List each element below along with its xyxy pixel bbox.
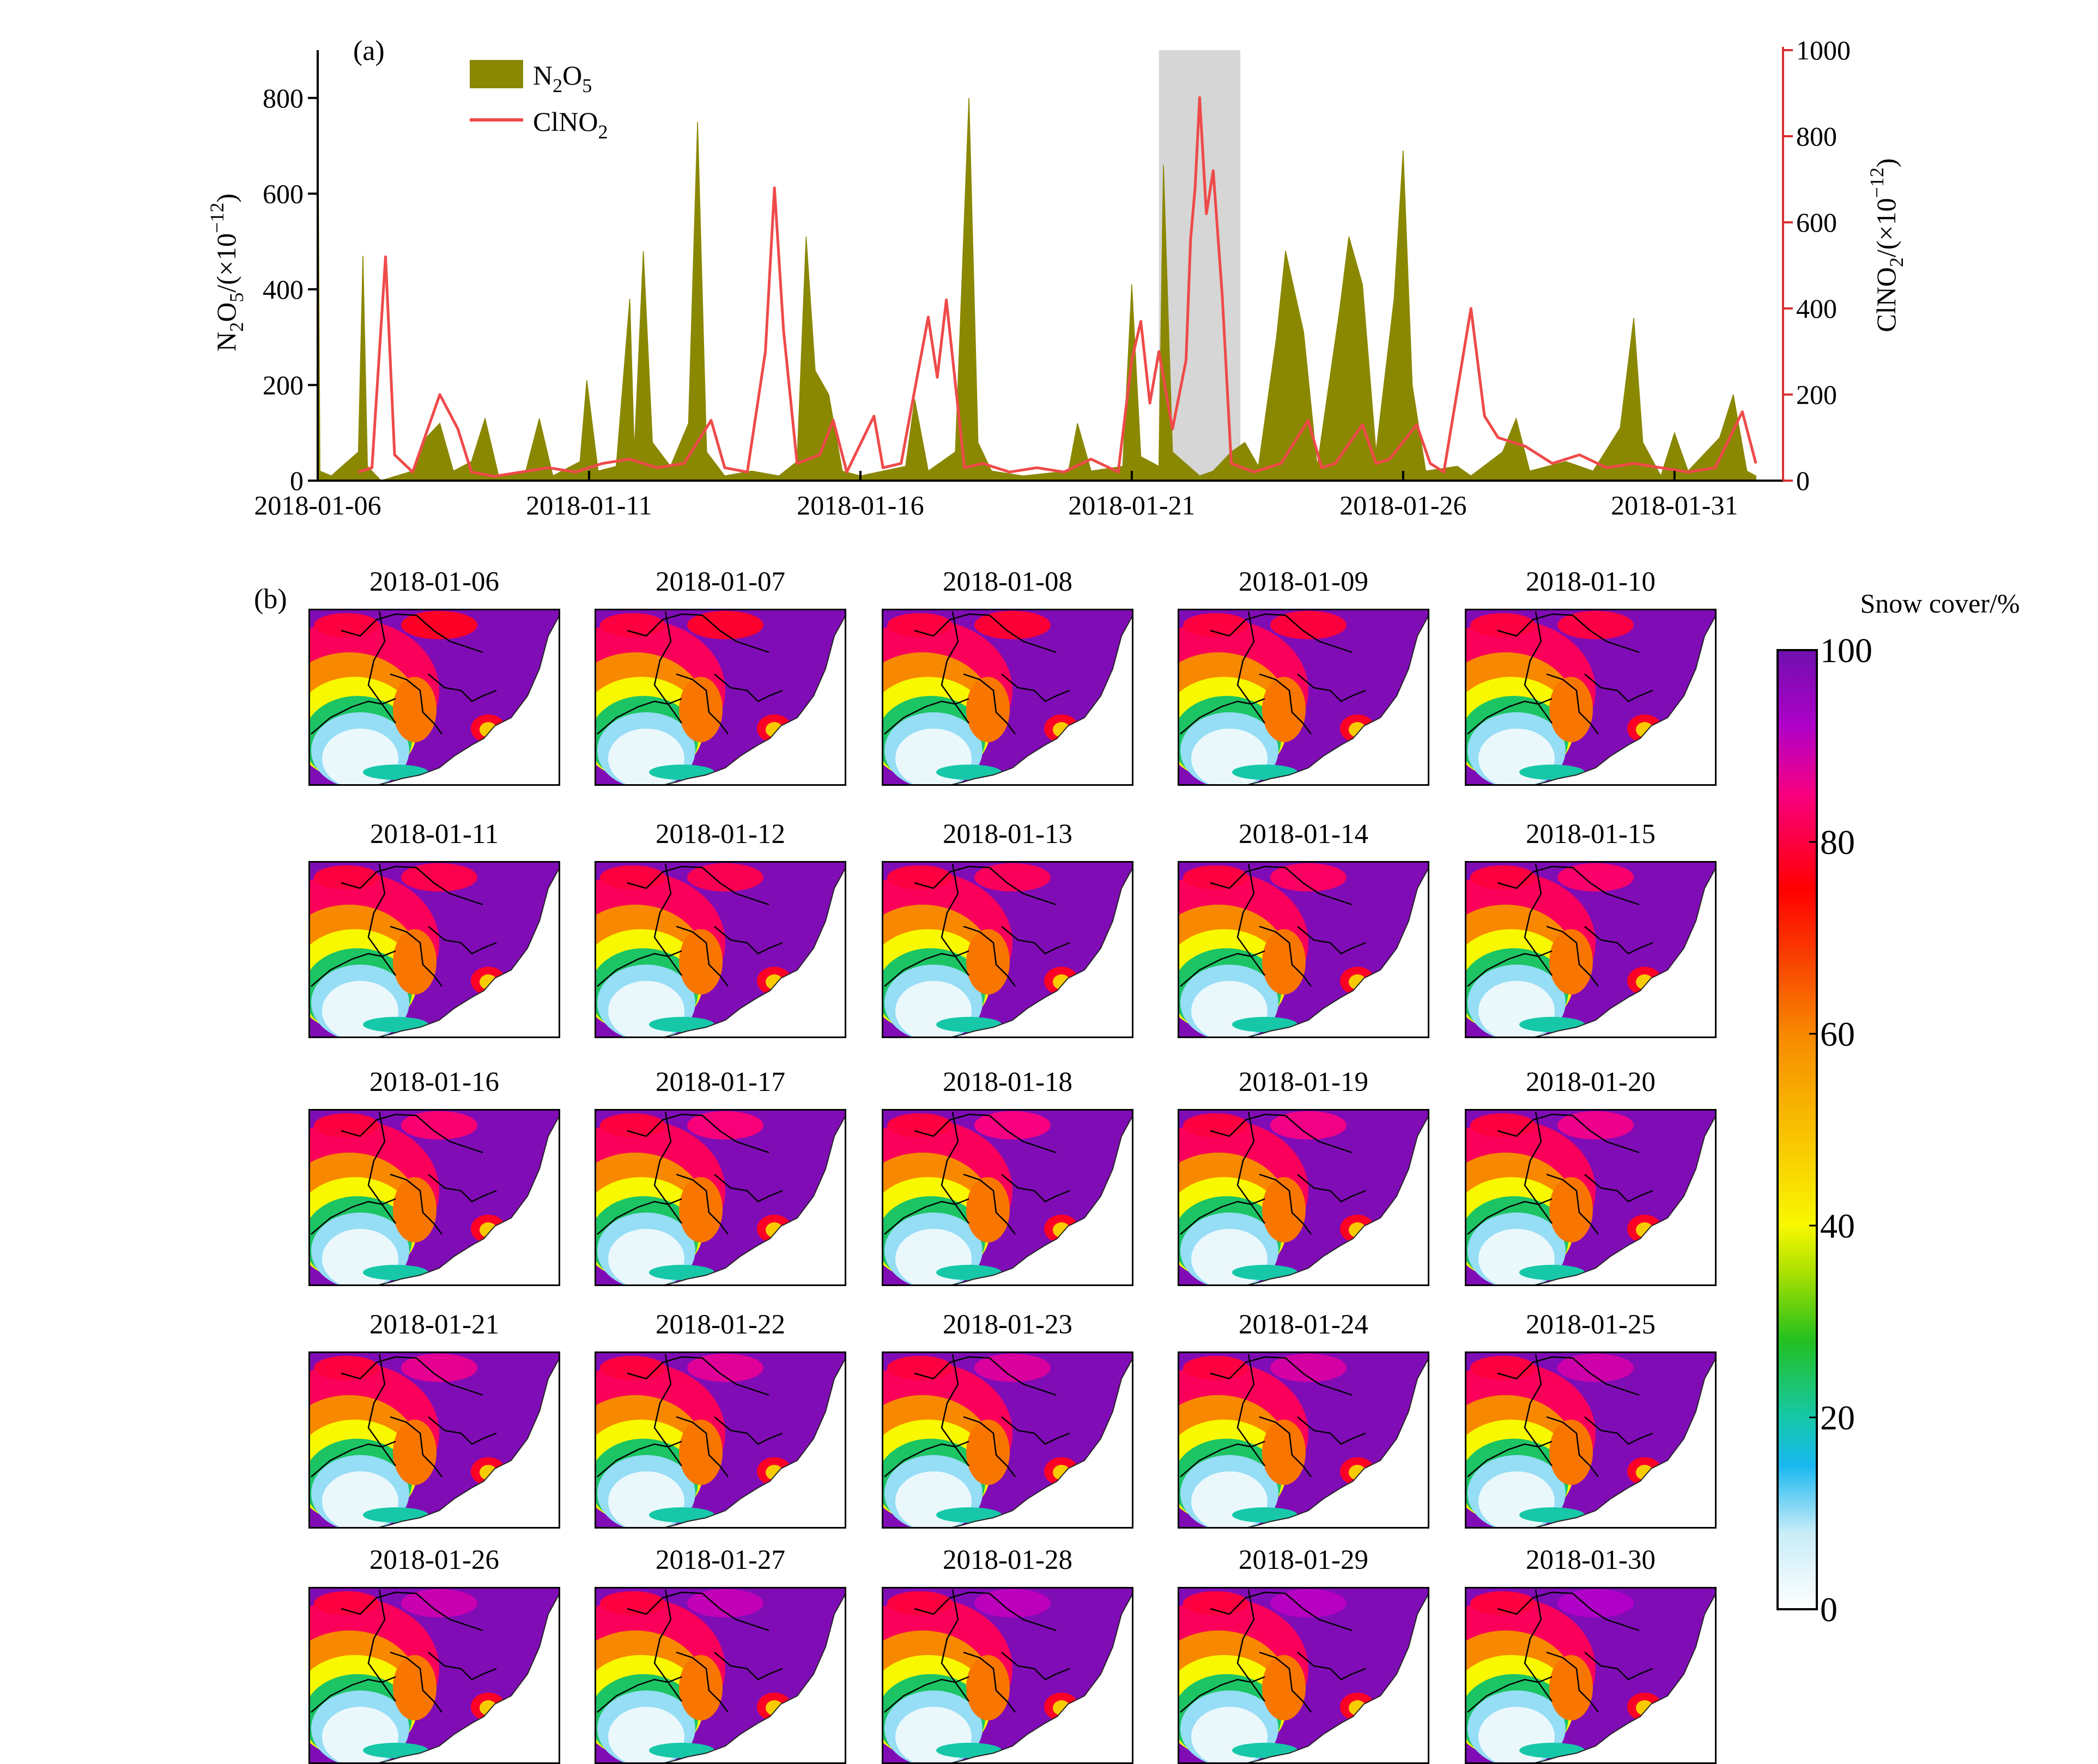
y-right-tick-label: 800 [1796,121,1837,151]
snow-cover-map [1465,1109,1717,1286]
map-title: 2018-01-29 [1239,1545,1368,1575]
snow-cover-map [1178,861,1429,1038]
map-title: 2018-01-17 [656,1067,785,1098]
clno2-line [357,96,1757,478]
legend-label-clno2: ClNO2 [533,106,608,143]
colorbar-body: 0 20 40 60 80 100 [1776,631,1872,1629]
x-tick-label: 2018-01-11 [526,490,652,520]
x-tick-label: 2018-01-21 [1068,490,1195,520]
map-title: 2018-01-26 [369,1545,499,1575]
legend-label-n2o5: N2O5 [533,60,592,96]
map-title: 2018-01-14 [1239,819,1368,850]
colorbar-tick-label: 80 [1820,823,1855,862]
map-title: 2018-01-21 [369,1310,499,1340]
snow-cover-map [1178,1351,1429,1529]
legend-swatch-n2o5 [470,60,523,88]
legend: N2O5 ClNO2 [470,60,608,143]
map-title: 2018-01-28 [943,1545,1072,1575]
map-title: 2018-01-13 [943,819,1072,850]
colorbar-tick-label: 20 [1820,1398,1855,1437]
map-title: 2018-01-22 [656,1310,785,1340]
map-title: 2018-01-20 [1526,1067,1656,1098]
n2o5-area [317,54,1756,481]
y-right-tick-label: 1000 [1796,35,1851,65]
snow-cover-map [595,609,846,786]
x-tick-label: 2018-01-26 [1339,490,1466,520]
colorbar-gradient [1776,649,1818,1610]
snow-cover-map [882,1109,1133,1286]
y-left-tick-label: 200 [263,369,304,400]
y-left-tick-label: 400 [263,274,304,305]
map-title: 2018-01-08 [943,567,1072,597]
series-clno2 [357,96,1757,478]
snow-cover-map [308,1351,560,1529]
snow-cover-map [1465,861,1717,1038]
map-title: 2018-01-11 [369,819,499,850]
y-left-axis-label: N2O5/(×10−12) [206,193,247,351]
snow-cover-map [595,1587,846,1764]
map-title: 2018-01-24 [1239,1310,1368,1340]
y-right-tick-label: 400 [1796,293,1837,324]
snow-cover-map [882,609,1133,786]
y-left-tick-label: 800 [263,83,304,113]
map-title: 2018-01-25 [1526,1310,1656,1340]
colorbar-tick-label: 40 [1820,1207,1855,1245]
panel-b-label: (b) [254,584,287,615]
map-title: 2018-01-27 [656,1545,785,1575]
y-right-tick-label: 200 [1796,379,1837,410]
map-title: 2018-01-16 [369,1067,499,1098]
snow-cover-map [308,861,560,1038]
snow-cover-map [1465,609,1717,786]
snow-cover-map [1178,609,1429,786]
axes: 0 200 400 600 800 0 200 400 600 800 1000 2018-01-06… [254,35,1851,520]
colorbar-tick-label: 100 [1820,631,1872,670]
colorbar-tick-label: 0 [1820,1590,1838,1629]
y-right-tick-label: 600 [1796,207,1837,238]
y-right-tick-label: 0 [1796,465,1810,496]
snow-cover-map [595,1351,846,1529]
colorbar-title: Snow cover/% [1860,588,2020,619]
snow-cover-map [1465,1351,1717,1529]
colorbar-tick-label: 60 [1820,1015,1855,1053]
map-title: 2018-01-07 [656,567,785,597]
x-tick-label: 2018-01-31 [1611,490,1738,520]
snow-cover-map [308,1109,560,1286]
x-tick-label: 2018-01-06 [254,490,381,520]
snow-cover-map [595,861,846,1038]
map-title: 2018-01-12 [656,819,785,850]
map-title: 2018-01-15 [1526,819,1656,850]
map-title: 2018-01-09 [1239,567,1368,597]
y-right-axis-label: ClNO2/(×10−12) [1866,158,1907,332]
series-n2o5 [317,54,1756,481]
y-left-tick-label: 600 [263,178,304,209]
map-title: 2018-01-06 [369,567,499,597]
map-title: 2018-01-18 [943,1067,1072,1098]
x-tick-label: 2018-01-16 [797,490,924,520]
map-title: 2018-01-30 [1526,1545,1656,1575]
map-title: 2018-01-23 [943,1310,1072,1340]
snow-cover-map [308,609,560,786]
snow-cover-map [882,861,1133,1038]
map-title: 2018-01-10 [1526,567,1656,597]
snow-cover-map [1465,1587,1717,1764]
panel-a-label: (a) [353,35,385,66]
snow-cover-map [882,1351,1133,1529]
snow-cover-map [595,1109,846,1286]
snow-cover-map [308,1587,560,1764]
snow-cover-map [1178,1109,1429,1286]
map-title: 2018-01-19 [1239,1067,1368,1098]
timeseries-chart: 0 200 400 600 800 0 200 400 600 800 1000 2018-01-06… [206,35,1907,520]
snow-cover-map [882,1587,1133,1764]
snow-cover-map [1178,1587,1429,1764]
y-left-tick-label: 0 [290,465,304,496]
